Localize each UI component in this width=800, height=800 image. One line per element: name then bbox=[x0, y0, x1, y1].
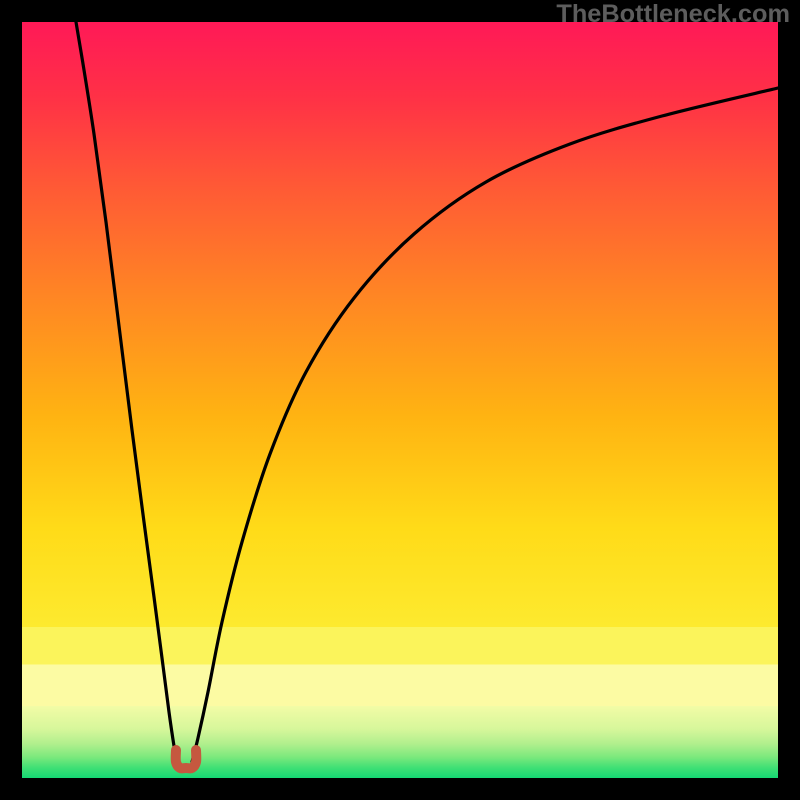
figure-root: TheBottleneck.com bbox=[0, 0, 800, 800]
watermark-text: TheBottleneck.com bbox=[556, 0, 790, 29]
plot-area bbox=[22, 22, 778, 778]
dip-marker bbox=[176, 750, 197, 768]
curves-svg bbox=[22, 22, 778, 778]
right-curve bbox=[192, 88, 778, 762]
left-curve bbox=[76, 22, 177, 762]
